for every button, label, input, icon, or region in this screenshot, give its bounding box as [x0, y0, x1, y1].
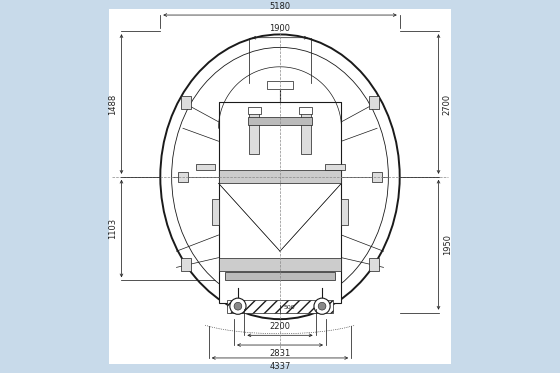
Text: 1950: 1950 — [443, 234, 452, 255]
Bar — [372, 172, 382, 182]
Bar — [248, 107, 260, 114]
Bar — [267, 81, 293, 90]
Bar — [325, 164, 345, 170]
Bar — [300, 107, 312, 114]
Bar — [342, 200, 348, 225]
Circle shape — [230, 298, 246, 314]
Text: 1103: 1103 — [108, 218, 117, 239]
Circle shape — [314, 298, 330, 314]
Bar — [301, 112, 311, 154]
Bar — [181, 96, 191, 109]
Circle shape — [234, 302, 242, 310]
Text: 2200: 2200 — [269, 322, 291, 331]
Text: 1900: 1900 — [269, 25, 291, 34]
Text: 4337: 4337 — [269, 362, 291, 371]
Bar — [225, 272, 335, 280]
Bar — [218, 102, 342, 303]
Bar — [369, 258, 379, 271]
Bar — [212, 200, 218, 225]
Text: 500: 500 — [283, 305, 295, 310]
Bar — [248, 117, 312, 125]
Bar — [218, 258, 342, 271]
Bar — [218, 170, 342, 183]
Bar — [196, 164, 215, 170]
Text: 2831: 2831 — [269, 349, 291, 358]
Bar — [181, 258, 191, 271]
Ellipse shape — [160, 34, 400, 319]
Text: 1488: 1488 — [108, 93, 117, 115]
Circle shape — [318, 302, 326, 310]
Bar — [249, 112, 259, 154]
Bar — [227, 300, 333, 313]
Bar — [369, 96, 379, 109]
Text: 5180: 5180 — [269, 2, 291, 11]
Bar — [178, 172, 188, 182]
Text: 2700: 2700 — [443, 94, 452, 115]
